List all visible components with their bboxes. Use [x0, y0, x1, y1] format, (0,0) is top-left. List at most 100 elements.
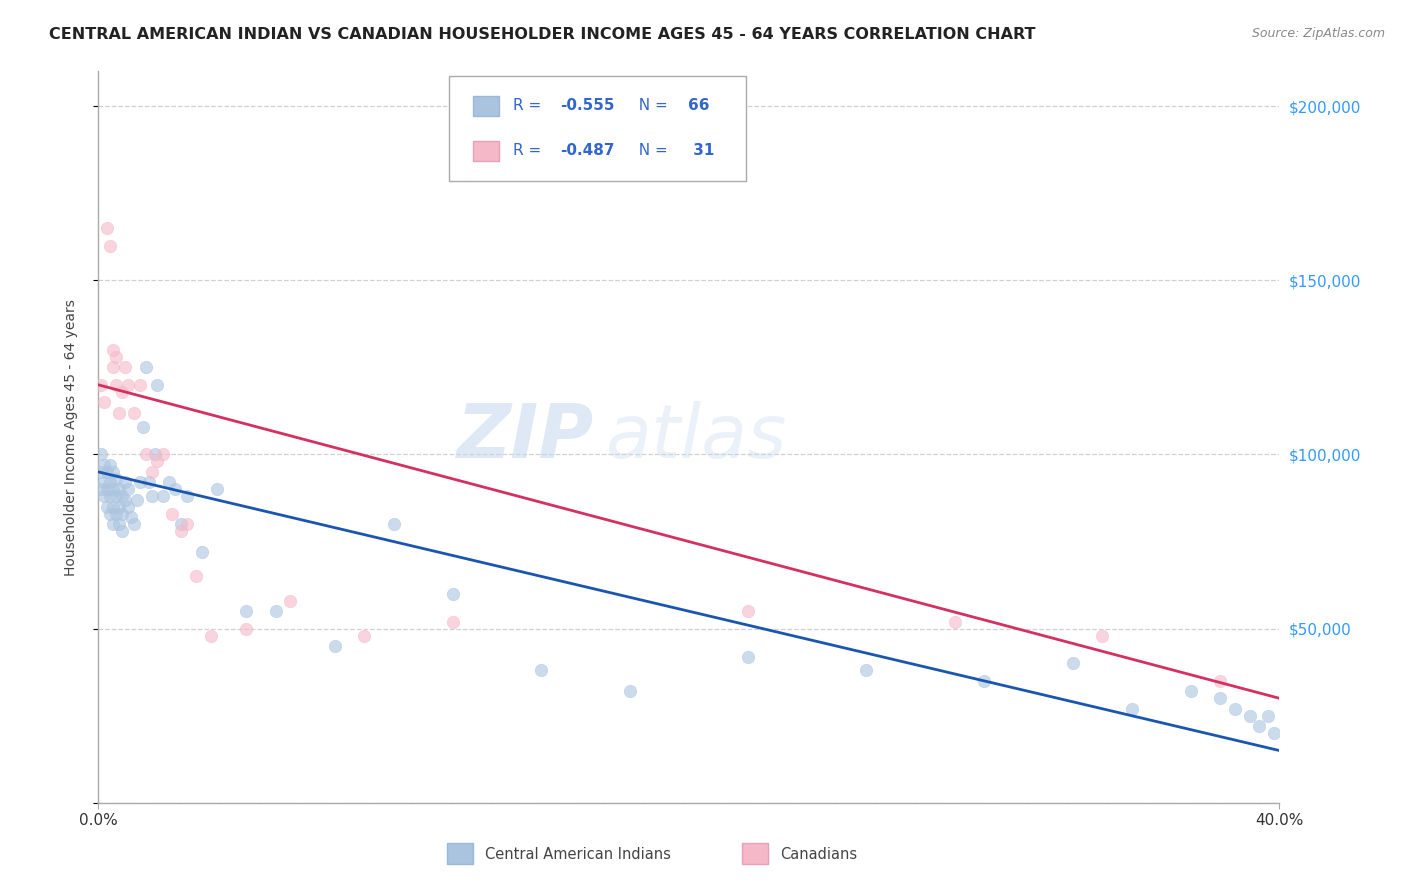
Point — [157, 475, 180, 490]
Point — [114, 492, 136, 507]
Point — [93, 395, 115, 409]
Point — [235, 622, 257, 636]
Point — [108, 500, 131, 514]
Point — [132, 419, 155, 434]
Point — [98, 475, 121, 490]
Point — [122, 406, 145, 420]
Point — [323, 639, 346, 653]
Point — [1209, 691, 1232, 706]
Point — [205, 483, 228, 497]
Point — [111, 507, 134, 521]
Point — [1263, 726, 1285, 740]
Point — [103, 500, 125, 514]
Point — [973, 673, 995, 688]
Text: Canadians: Canadians — [780, 847, 858, 862]
Point — [96, 483, 118, 497]
Bar — [472, 95, 499, 116]
Point — [441, 587, 464, 601]
Point — [103, 465, 125, 479]
Point — [90, 483, 112, 497]
Point — [105, 377, 128, 392]
Point — [176, 517, 198, 532]
Point — [191, 545, 214, 559]
Point — [943, 615, 966, 629]
Point — [152, 448, 174, 462]
Point — [96, 500, 118, 514]
Point — [1121, 702, 1143, 716]
Point — [1239, 708, 1261, 723]
Bar — [742, 843, 768, 863]
Point — [96, 465, 118, 479]
Point — [619, 684, 641, 698]
Point — [120, 510, 142, 524]
Point — [111, 384, 134, 399]
Point — [353, 629, 375, 643]
Text: 66: 66 — [688, 98, 709, 113]
Point — [176, 489, 198, 503]
Point — [170, 517, 193, 532]
Point — [737, 649, 759, 664]
Bar — [472, 141, 499, 161]
Point — [122, 517, 145, 532]
Point — [103, 343, 125, 357]
Point — [98, 489, 121, 503]
Point — [280, 594, 302, 608]
Point — [114, 475, 136, 490]
Point — [93, 489, 115, 503]
Text: N =: N = — [628, 98, 672, 113]
Point — [93, 458, 115, 472]
Point — [1062, 657, 1084, 671]
Point — [165, 483, 187, 497]
Point — [135, 360, 157, 375]
Point — [105, 507, 128, 521]
Point — [264, 604, 287, 618]
Point — [128, 377, 150, 392]
Point — [98, 458, 121, 472]
Point — [1257, 708, 1279, 723]
Point — [108, 517, 131, 532]
Point — [96, 221, 118, 235]
Point — [441, 615, 464, 629]
Point — [1209, 673, 1232, 688]
Point — [162, 507, 183, 521]
Bar — [447, 843, 472, 863]
Point — [200, 629, 222, 643]
Point — [135, 448, 157, 462]
Point — [114, 360, 136, 375]
Point — [146, 377, 169, 392]
Point — [103, 360, 125, 375]
Point — [146, 454, 169, 468]
Point — [1180, 684, 1202, 698]
Point — [1225, 702, 1247, 716]
Point — [382, 517, 405, 532]
Point — [128, 475, 150, 490]
Point — [93, 475, 115, 490]
Point — [108, 483, 131, 497]
Point — [235, 604, 257, 618]
Point — [170, 524, 193, 538]
Text: atlas: atlas — [606, 401, 787, 473]
Point — [90, 448, 112, 462]
Point — [98, 507, 121, 521]
Point — [111, 524, 134, 538]
Point — [125, 492, 148, 507]
Text: ZIP: ZIP — [457, 401, 595, 474]
Point — [105, 350, 128, 364]
Text: Source: ZipAtlas.com: Source: ZipAtlas.com — [1251, 27, 1385, 40]
Point — [98, 238, 121, 252]
Point — [138, 475, 160, 490]
Point — [855, 664, 877, 678]
Point — [90, 465, 112, 479]
Point — [117, 500, 139, 514]
FancyBboxPatch shape — [449, 76, 745, 181]
Text: -0.555: -0.555 — [560, 98, 614, 113]
Text: CENTRAL AMERICAN INDIAN VS CANADIAN HOUSEHOLDER INCOME AGES 45 - 64 YEARS CORREL: CENTRAL AMERICAN INDIAN VS CANADIAN HOUS… — [49, 27, 1036, 42]
Point — [103, 483, 125, 497]
Point — [111, 489, 134, 503]
Text: 31: 31 — [688, 144, 714, 159]
Point — [108, 406, 131, 420]
Point — [152, 489, 174, 503]
Y-axis label: Householder Income Ages 45 - 64 years: Householder Income Ages 45 - 64 years — [63, 299, 77, 575]
Point — [105, 489, 128, 503]
Point — [117, 483, 139, 497]
